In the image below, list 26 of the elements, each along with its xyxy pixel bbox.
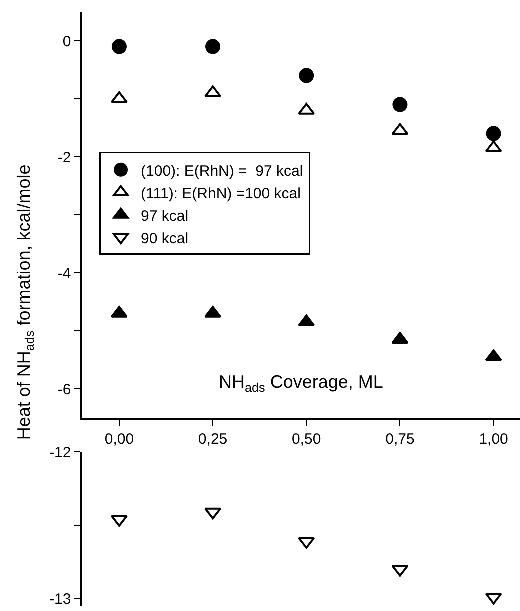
x-tick-label: 0,25 [198,430,228,448]
x-tick-label: 1,00 [479,430,508,448]
point [298,314,316,327]
y-tick-label: -6 [58,381,72,398]
point [485,592,502,605]
y-tick-label: -2 [58,149,72,166]
x-tick-label: 0,00 [104,430,134,448]
point [485,140,502,153]
y-tick-label: -13 [50,590,72,608]
x-tick-label: 0,75 [386,430,415,448]
y-tick-label: -12 [50,444,72,462]
legend-label: (100): E(RhN) = 97 kcal [141,162,304,180]
point [392,97,408,112]
point [392,123,409,136]
x-tick-label: 0,50 [292,430,322,448]
point [112,39,127,54]
point [206,39,221,54]
y-tick-label: -4 [58,265,72,282]
point [204,508,222,520]
point [299,68,314,84]
legend-label: (111): E(RhN) =100 kcal [141,185,301,202]
y-tick-label: 0 [62,33,72,50]
x-axis-title: NH$_{ads}$ Coverage, ML [219,372,384,395]
legend-label: 97 kcal [141,208,189,225]
text: 90 kcal [141,230,189,248]
point [486,126,502,142]
